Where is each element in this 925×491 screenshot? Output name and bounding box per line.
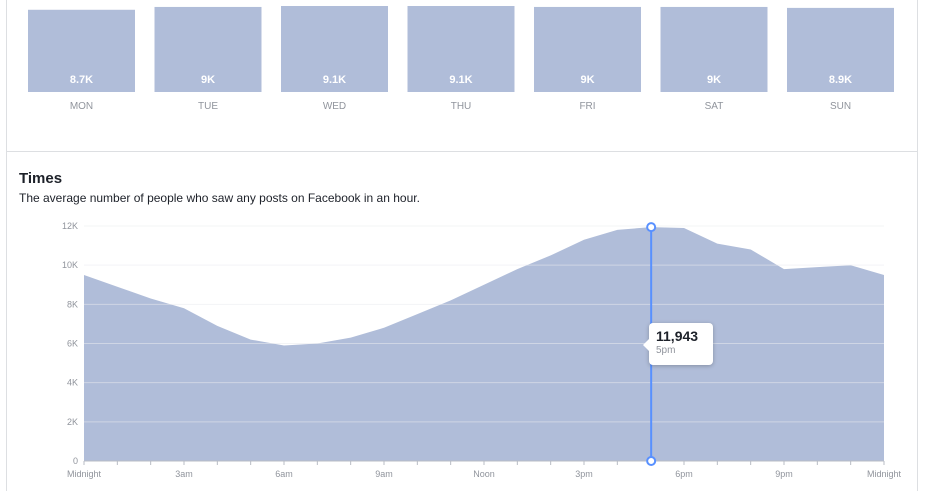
- day-bar-sun[interactable]: [787, 7, 894, 93]
- y-tick-label: 8K: [67, 299, 78, 309]
- x-tick-label: 3am: [175, 469, 193, 479]
- x-tick-label: 6am: [275, 469, 293, 479]
- day-label: MON: [70, 101, 93, 112]
- y-tick-label: 4K: [67, 378, 78, 388]
- times-area: [84, 227, 884, 461]
- x-tick-label: 9pm: [775, 469, 793, 479]
- day-bar-value: 8.9K: [829, 74, 852, 86]
- days-bar-chart: 8.7K MON 9K TUE 9.1K WED 9.1K THU 9K FRI 9K SAT 8.9K…: [28, 6, 894, 112]
- day-label: WED: [323, 101, 346, 112]
- x-tick-label: Noon: [473, 469, 495, 479]
- y-tick-label: 6K: [67, 339, 78, 349]
- days-panel: [6, 0, 918, 152]
- y-tick-label: 2K: [67, 417, 78, 427]
- day-bar-value: 9K: [580, 74, 594, 86]
- day-label: FRI: [579, 101, 595, 112]
- tooltip-value: 11,943: [656, 328, 699, 344]
- y-tick-label: 0: [73, 456, 78, 466]
- times-panel: [6, 152, 918, 491]
- x-tick-label: 9am: [375, 469, 393, 479]
- day-bar-value: 9K: [201, 74, 215, 86]
- x-tick-label: Midnight: [867, 469, 902, 479]
- day-bar-value: 9K: [707, 74, 721, 86]
- x-tick-label: 3pm: [575, 469, 593, 479]
- chart-tooltip: 11,943 5pm: [643, 323, 713, 365]
- highlight-point-top[interactable]: [646, 222, 657, 233]
- day-label: TUE: [198, 101, 218, 112]
- day-label: SAT: [705, 101, 724, 112]
- day-bar-tue[interactable]: [154, 6, 262, 93]
- day-bar-thu[interactable]: [407, 6, 515, 92]
- day-bar-wed[interactable]: [281, 6, 388, 92]
- x-tick-label: 6pm: [675, 469, 693, 479]
- times-subtitle: The average number of people who saw any…: [19, 191, 420, 205]
- day-label: SUN: [830, 101, 851, 112]
- day-bar-fri[interactable]: [534, 6, 641, 93]
- day-bar-sat[interactable]: [660, 6, 768, 93]
- highlight-point-bottom[interactable]: [646, 456, 657, 466]
- day-bar-mon[interactable]: [28, 9, 135, 92]
- y-tick-label: 10K: [62, 260, 78, 270]
- x-tick-label: Midnight: [67, 469, 102, 479]
- tooltip-time: 5pm: [656, 345, 676, 356]
- times-title: Times: [19, 170, 63, 187]
- day-bar-value: 9.1K: [323, 74, 346, 86]
- day-bar-value: 8.7K: [70, 74, 93, 86]
- day-label: THU: [451, 101, 472, 112]
- day-bar-value: 9.1K: [449, 74, 472, 86]
- y-tick-label: 12K: [62, 221, 78, 231]
